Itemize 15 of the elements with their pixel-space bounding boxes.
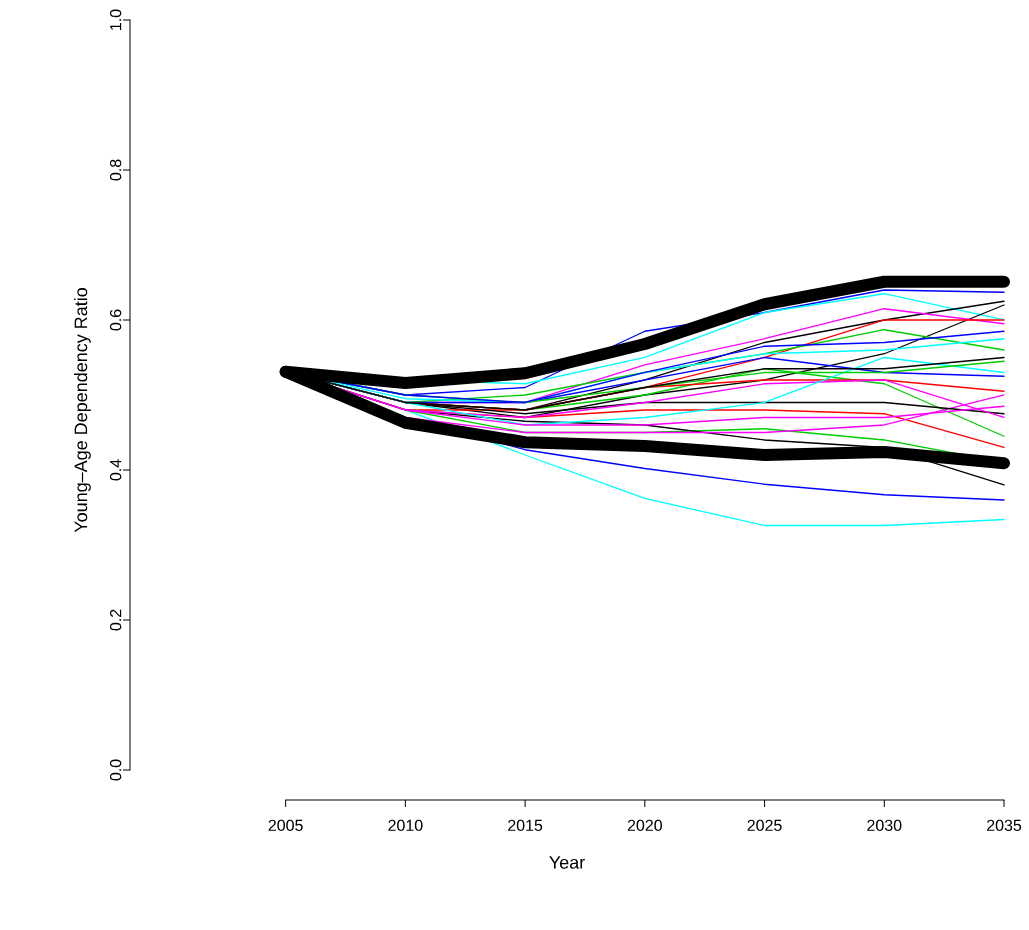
x-axis-title: Year: [549, 856, 585, 869]
x-tick-label: 2020: [627, 819, 662, 832]
y-axis-title: Young–Age Dependency Ratio: [74, 288, 91, 533]
y-tick-label: 0.4: [109, 459, 122, 481]
x-tick-label: 2010: [388, 819, 423, 832]
x-tick-label: 2035: [987, 819, 1022, 832]
y-tick-label: 0.8: [109, 159, 122, 181]
x-tick-label: 2015: [508, 819, 543, 832]
y-tick-label: 0.2: [109, 609, 122, 631]
y-tick-label: 0.0: [109, 759, 122, 781]
x-tick-label: 2025: [747, 819, 782, 832]
y-tick-label: 1.0: [109, 9, 122, 30]
x-tick-label: 2005: [268, 819, 303, 832]
y-tick-label: 0.6: [109, 309, 122, 331]
x-tick-label: 2030: [867, 819, 902, 832]
